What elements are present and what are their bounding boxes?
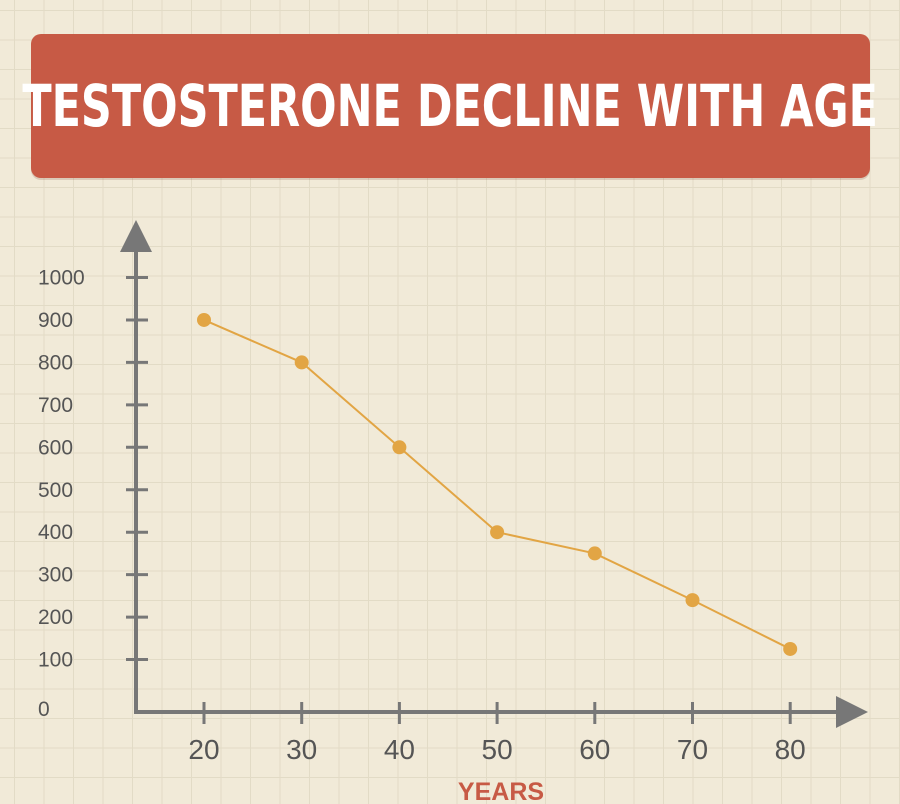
- data-point: [490, 525, 505, 540]
- data-point: [392, 440, 407, 455]
- series: [197, 312, 798, 656]
- x-axis-arrow-icon: [836, 696, 868, 728]
- axes: [120, 220, 868, 728]
- y-tick-label: 400: [38, 521, 73, 544]
- title-banner: TESTOSTERONE DECLINE WITH AGE: [23, 34, 878, 178]
- x-tick-label: 50: [482, 734, 513, 765]
- y-tick-label: 900: [38, 309, 73, 332]
- x-axis-title: YEARS: [458, 778, 544, 804]
- x-tick-label: 40: [384, 734, 415, 765]
- data-point: [587, 546, 602, 561]
- y-axis-arrow-icon: [120, 220, 152, 252]
- chart-title: TESTOSTERONE DECLINE WITH AGE: [22, 72, 879, 140]
- y-tick-label: 200: [38, 606, 73, 629]
- y-tick-label: 800: [38, 351, 73, 374]
- y-tick-label: 600: [38, 436, 73, 459]
- x-tick-label: 80: [775, 734, 806, 765]
- y-tick-label: 100: [38, 649, 73, 672]
- x-tick-label: 60: [579, 734, 610, 765]
- y-tick-label: 1000: [38, 267, 85, 290]
- data-point: [685, 593, 700, 608]
- data-point: [783, 641, 798, 656]
- y-tick-label: 0: [38, 698, 50, 721]
- series-line: [203, 319, 791, 650]
- x-tick-label: 70: [677, 734, 708, 765]
- data-point: [197, 312, 211, 327]
- x-ticks: 20 30 40 50 60 70 80: [188, 702, 806, 765]
- x-tick-label: 20: [188, 734, 219, 765]
- x-tick-label: 30: [286, 734, 317, 765]
- y-ticks: 0 100 200 300 400 500 600 700 800 900 1000: [38, 267, 148, 721]
- data-point: [294, 355, 309, 370]
- y-tick-label: 300: [38, 564, 73, 587]
- y-tick-label: 500: [38, 479, 73, 502]
- y-tick-label: 700: [38, 394, 73, 417]
